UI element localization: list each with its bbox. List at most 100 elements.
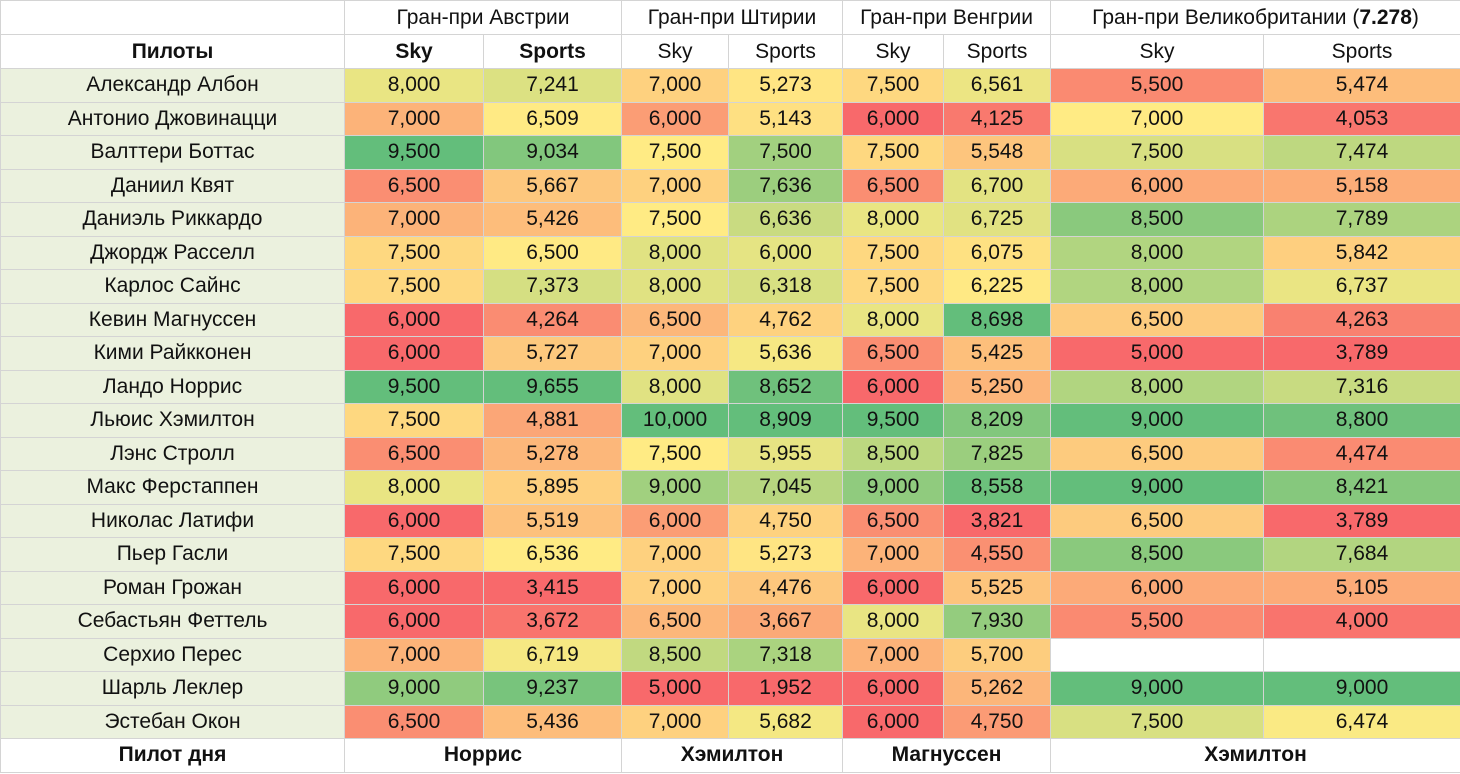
styria-sports-rating-cell[interactable]: 1,952: [728, 671, 844, 706]
gp-britain-header[interactable]: Гран-при Великобритании (7.278): [1050, 0, 1460, 35]
driver-name-cell[interactable]: Кевин Магнуссен: [0, 302, 345, 337]
austria-sports-rating-cell[interactable]: 6,719: [482, 637, 623, 672]
styria-sports-rating-cell[interactable]: 8,909: [728, 403, 844, 438]
driver-name-cell[interactable]: Даниил Квят: [0, 168, 345, 203]
pilots-column-header[interactable]: Пилоты: [0, 34, 345, 69]
hungary-sky-rating-cell[interactable]: 9,500: [842, 403, 945, 438]
driver-name-cell[interactable]: Роман Грожан: [0, 570, 345, 605]
styria-sky-rating-cell[interactable]: 7,000: [621, 704, 730, 739]
britain-sky-rating-cell[interactable]: 9,000: [1050, 671, 1265, 706]
britain-sports-rating-cell[interactable]: 4,053: [1263, 101, 1460, 136]
hungary-sky-header[interactable]: Sky: [842, 34, 945, 69]
driver-name-cell[interactable]: Макс Ферстаппен: [0, 470, 345, 505]
britain-driver-of-the-day[interactable]: Хэмилтон: [1050, 738, 1460, 773]
britain-sports-header[interactable]: Sports: [1263, 34, 1460, 69]
driver-name-cell[interactable]: Александр Албон: [0, 68, 345, 103]
britain-sky-rating-cell[interactable]: [1050, 637, 1265, 672]
austria-sports-rating-cell[interactable]: 3,672: [482, 604, 623, 639]
styria-driver-of-the-day[interactable]: Хэмилтон: [621, 738, 844, 773]
hungary-sports-rating-cell[interactable]: 3,821: [943, 503, 1052, 538]
hungary-sky-rating-cell[interactable]: 6,000: [842, 671, 945, 706]
styria-sports-rating-cell[interactable]: 4,750: [728, 503, 844, 538]
styria-sports-rating-cell[interactable]: 5,273: [728, 537, 844, 572]
britain-sky-rating-cell[interactable]: 6,000: [1050, 570, 1265, 605]
austria-sports-rating-cell[interactable]: 7,373: [482, 269, 623, 304]
styria-sports-rating-cell[interactable]: 4,476: [728, 570, 844, 605]
styria-sports-rating-cell[interactable]: 6,636: [728, 202, 844, 237]
britain-sky-rating-cell[interactable]: 6,000: [1050, 168, 1265, 203]
hungary-sky-rating-cell[interactable]: 7,500: [842, 135, 945, 170]
driver-name-cell[interactable]: Николас Латифи: [0, 503, 345, 538]
hungary-sports-rating-cell[interactable]: 5,425: [943, 336, 1052, 371]
britain-sports-rating-cell[interactable]: 8,800: [1263, 403, 1460, 438]
styria-sports-rating-cell[interactable]: 3,667: [728, 604, 844, 639]
styria-sky-rating-cell[interactable]: 10,000: [621, 403, 730, 438]
austria-sports-rating-cell[interactable]: 5,278: [482, 436, 623, 471]
britain-sports-rating-cell[interactable]: 6,737: [1263, 269, 1460, 304]
austria-sports-rating-cell[interactable]: 5,895: [482, 470, 623, 505]
britain-sports-rating-cell[interactable]: 6,474: [1263, 704, 1460, 739]
austria-sky-rating-cell[interactable]: 8,000: [344, 470, 484, 505]
britain-sports-rating-cell[interactable]: 8,421: [1263, 470, 1460, 505]
austria-sports-rating-cell[interactable]: 6,536: [482, 537, 623, 572]
hungary-sports-rating-cell[interactable]: 7,825: [943, 436, 1052, 471]
styria-sky-rating-cell[interactable]: 6,500: [621, 604, 730, 639]
styria-sky-rating-cell[interactable]: 7,000: [621, 570, 730, 605]
britain-sports-rating-cell[interactable]: 7,684: [1263, 537, 1460, 572]
driver-name-cell[interactable]: Ландо Норрис: [0, 369, 345, 404]
styria-sky-rating-cell[interactable]: 7,000: [621, 336, 730, 371]
driver-of-the-day-label[interactable]: Пилот дня: [0, 738, 345, 773]
driver-name-cell[interactable]: Кими Райкконен: [0, 336, 345, 371]
britain-sports-rating-cell[interactable]: 7,316: [1263, 369, 1460, 404]
austria-sky-rating-cell[interactable]: 9,000: [344, 671, 484, 706]
hungary-sky-rating-cell[interactable]: 7,500: [842, 269, 945, 304]
styria-sky-rating-cell[interactable]: 7,500: [621, 202, 730, 237]
gp-hungary-header[interactable]: Гран-при Венгрии: [842, 0, 1052, 35]
britain-sky-rating-cell[interactable]: 9,000: [1050, 403, 1265, 438]
gp-austria-header[interactable]: Гран-при Австрии: [343, 0, 623, 35]
hungary-sports-rating-cell[interactable]: 4,550: [943, 537, 1052, 572]
austria-sky-rating-cell[interactable]: 6,000: [344, 570, 484, 605]
austria-sky-rating-cell[interactable]: 6,500: [344, 704, 484, 739]
britain-sports-rating-cell[interactable]: 9,000: [1263, 671, 1460, 706]
austria-sports-rating-cell[interactable]: 9,655: [482, 369, 623, 404]
driver-name-cell[interactable]: Льюис Хэмилтон: [0, 403, 345, 438]
austria-sky-rating-cell[interactable]: 9,500: [344, 369, 484, 404]
austria-sky-rating-cell[interactable]: 8,000: [344, 68, 484, 103]
hungary-sports-header[interactable]: Sports: [943, 34, 1052, 69]
austria-sky-rating-cell[interactable]: 7,000: [344, 202, 484, 237]
hungary-sports-rating-cell[interactable]: 4,125: [943, 101, 1052, 136]
styria-sky-rating-cell[interactable]: 7,000: [621, 537, 730, 572]
gp-styria-header[interactable]: Гран-при Штирии: [621, 0, 844, 35]
driver-name-cell[interactable]: Даниэль Риккардо: [0, 202, 345, 237]
hungary-sky-rating-cell[interactable]: 6,500: [842, 168, 945, 203]
hungary-sports-rating-cell[interactable]: 5,525: [943, 570, 1052, 605]
britain-sports-rating-cell[interactable]: 4,263: [1263, 302, 1460, 337]
austria-sky-rating-cell[interactable]: 7,000: [344, 637, 484, 672]
hungary-sports-rating-cell[interactable]: 6,075: [943, 235, 1052, 270]
austria-sports-rating-cell[interactable]: 9,034: [482, 135, 623, 170]
britain-sky-rating-cell[interactable]: 8,000: [1050, 235, 1265, 270]
austria-sports-rating-cell[interactable]: 5,519: [482, 503, 623, 538]
styria-sports-rating-cell[interactable]: 7,045: [728, 470, 844, 505]
austria-sports-rating-cell[interactable]: 9,237: [482, 671, 623, 706]
britain-sky-rating-cell[interactable]: 7,500: [1050, 704, 1265, 739]
styria-sports-rating-cell[interactable]: 7,500: [728, 135, 844, 170]
austria-sky-rating-cell[interactable]: 6,000: [344, 503, 484, 538]
hungary-sports-rating-cell[interactable]: 4,750: [943, 704, 1052, 739]
britain-sky-rating-cell[interactable]: 8,000: [1050, 369, 1265, 404]
britain-sky-rating-cell[interactable]: 5,500: [1050, 604, 1265, 639]
britain-sky-rating-cell[interactable]: 5,500: [1050, 68, 1265, 103]
hungary-sports-rating-cell[interactable]: 5,250: [943, 369, 1052, 404]
britain-sky-rating-cell[interactable]: 8,500: [1050, 537, 1265, 572]
austria-sports-rating-cell[interactable]: 4,264: [482, 302, 623, 337]
britain-sky-rating-cell[interactable]: 6,500: [1050, 302, 1265, 337]
austria-sports-rating-cell[interactable]: 4,881: [482, 403, 623, 438]
styria-sports-rating-cell[interactable]: 5,955: [728, 436, 844, 471]
britain-sky-rating-cell[interactable]: 7,000: [1050, 101, 1265, 136]
styria-sports-rating-cell[interactable]: 5,636: [728, 336, 844, 371]
austria-sports-rating-cell[interactable]: 5,667: [482, 168, 623, 203]
britain-sports-rating-cell[interactable]: 4,000: [1263, 604, 1460, 639]
hungary-sports-rating-cell[interactable]: 6,725: [943, 202, 1052, 237]
austria-sky-rating-cell[interactable]: 6,000: [344, 336, 484, 371]
